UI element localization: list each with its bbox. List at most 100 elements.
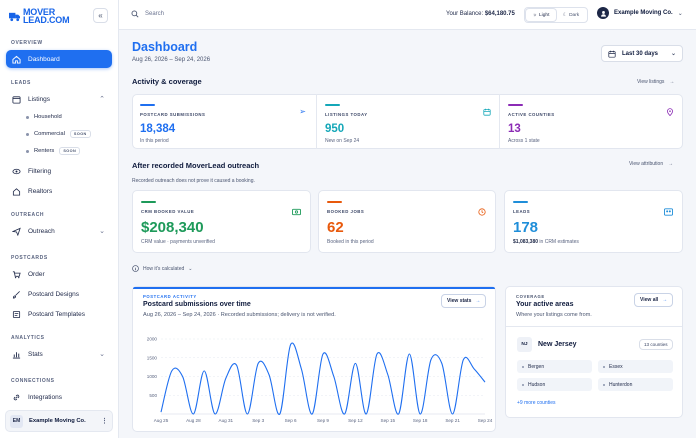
- page-title: Dashboard: [132, 40, 198, 54]
- sidebar-item-label: Postcard Designs: [28, 290, 79, 298]
- sidebar-subitem-commercial[interactable]: Commercial SOON: [26, 130, 91, 138]
- stat-sub: in CRM estimates: [539, 239, 579, 245]
- county-label: Hunterdon: [609, 381, 633, 388]
- view-listings-link[interactable]: View listings →: [637, 79, 674, 85]
- brand-logo[interactable]: MOVER LEAD.COM: [9, 7, 70, 25]
- county-chip[interactable]: Essex: [598, 360, 673, 373]
- how-calculated-toggle[interactable]: How it's calculated ⌄: [132, 265, 192, 272]
- y-tick-label: 2000: [147, 337, 158, 342]
- activity-card: [132, 94, 683, 149]
- card-title: Postcard submissions over time: [143, 301, 251, 308]
- stat-sub-amount: $1,083,380: [513, 239, 539, 245]
- county-label: Hudson: [528, 381, 546, 388]
- view-all-button[interactable]: View all →: [634, 293, 674, 307]
- sidebar-subitem-renters[interactable]: Renters SOON: [26, 147, 81, 155]
- accent-bar: [513, 201, 528, 203]
- section-connections: CONNECTIONS: [11, 378, 55, 384]
- county-count-badge: 13 counties: [639, 339, 673, 350]
- user-avatar-icon: [597, 7, 609, 19]
- theme-light-button[interactable]: ☼ Light: [526, 9, 556, 21]
- stat-label: LEADS: [513, 209, 531, 214]
- sidebar-item-filtering[interactable]: Filtering: [6, 162, 112, 180]
- brand-name-top: MOVER: [23, 7, 56, 17]
- more-counties-link[interactable]: +9 more counties: [517, 400, 556, 406]
- sidebar-user-card[interactable]: EM Example Moving Co. ⋮: [5, 410, 113, 432]
- bullet-icon: [603, 383, 605, 386]
- coverage-card: COVERAGE Your active areas Where your li…: [505, 286, 683, 418]
- x-tick-label: Aug 31: [219, 418, 234, 423]
- bullet-icon: [26, 132, 29, 136]
- view-attribution-label: View attribution: [629, 161, 664, 167]
- sidebar-item-order[interactable]: Order: [6, 265, 112, 283]
- user-menu[interactable]: Example Moving Co. ⌄: [597, 7, 683, 19]
- soon-badge: SOON: [69, 130, 91, 138]
- x-tick-label: Sep 24: [478, 418, 493, 423]
- view-stats-button[interactable]: View stats →: [441, 294, 487, 308]
- truck-icon: [9, 12, 20, 21]
- outreach-note: Recorded outreach does not prove it caus…: [132, 178, 255, 184]
- search-input[interactable]: Search: [145, 11, 165, 17]
- stat-label: POSTCARD SUBMISSIONS: [140, 112, 206, 117]
- section-overview: OVERVIEW: [11, 40, 43, 46]
- view-stats-label: View stats: [447, 298, 472, 304]
- eye-icon: [12, 168, 21, 174]
- section-analytics: ANALYTICS: [11, 335, 45, 341]
- theme-light-label: Light: [539, 12, 550, 18]
- sidebar-item-realtors[interactable]: Realtors: [6, 182, 112, 200]
- subitem-label: Commercial: [34, 131, 65, 137]
- section-leads: LEADS: [11, 80, 31, 86]
- stat-label: ACTIVE COUNTIES: [508, 112, 555, 117]
- theme-dark-button[interactable]: ☾ Dark: [556, 9, 586, 21]
- card-kicker: COVERAGE: [516, 294, 545, 299]
- period-value: Last 30 days: [622, 50, 659, 57]
- sidebar-item-label: Order: [28, 270, 45, 278]
- brand-name-bottom: LEAD.COM: [23, 15, 70, 25]
- search-bar[interactable]: Search: [131, 10, 164, 18]
- sidebar-item-dashboard[interactable]: Dashboard: [6, 50, 112, 68]
- card-kicker: POSTCARD ACTIVITY: [143, 294, 197, 299]
- period-select[interactable]: Last 30 days ⌄: [601, 45, 683, 62]
- sidebar-item-listings[interactable]: Listings ⌃: [6, 90, 112, 108]
- moon-icon: ☾: [562, 12, 568, 18]
- cart-icon: [12, 270, 21, 278]
- sidebar-item-postcard-templates[interactable]: Postcard Templates: [6, 305, 112, 323]
- sidebar-item-postcard-designs[interactable]: Postcard Designs: [6, 285, 112, 303]
- chevron-down-icon: ⌄: [677, 10, 683, 17]
- chevron-down-icon: ⌄: [670, 51, 676, 57]
- send-icon: [12, 227, 21, 236]
- collapse-sidebar-button[interactable]: «: [93, 8, 108, 23]
- sidebar-user-name: Example Moving Co.: [29, 418, 86, 424]
- sidebar-item-outreach[interactable]: Outreach ⌄: [6, 222, 112, 240]
- bar-chart-icon: [12, 351, 21, 359]
- search-icon: [131, 10, 139, 18]
- stat-label: CRM BOOKED VALUE: [141, 209, 195, 214]
- map-pin-icon: [667, 108, 673, 116]
- stat-value: $208,340: [141, 219, 204, 236]
- y-tick-label: 1000: [147, 374, 158, 379]
- stat-sub-line: $1,083,380 in CRM estimates: [513, 239, 674, 245]
- more-vertical-icon[interactable]: ⋮: [101, 418, 108, 425]
- accent-bar: [327, 201, 342, 203]
- stat-postcard-submissions: POSTCARD SUBMISSIONS 18,384 In this peri…: [132, 94, 315, 148]
- county-chip[interactable]: Hudson: [517, 378, 592, 391]
- view-listings-label: View listings: [637, 79, 665, 85]
- state-name[interactable]: New Jersey: [538, 341, 577, 348]
- sidebar-subitem-household[interactable]: Household: [26, 114, 62, 120]
- x-tick-label: Sep 12: [348, 418, 363, 423]
- balance: Your Balance: $64,180.75: [446, 11, 515, 17]
- county-chip[interactable]: Bergen: [517, 360, 592, 373]
- view-attribution-link[interactable]: View attribution →: [629, 161, 673, 167]
- sidebar-item-integrations[interactable]: Integrations: [6, 388, 112, 406]
- list-icon: [12, 95, 21, 104]
- section-postcards: POSTCARDS: [11, 255, 48, 261]
- state-code-badge: NJ: [517, 337, 532, 352]
- link-icon: [13, 394, 20, 400]
- y-tick-label: 500: [149, 393, 157, 398]
- county-chip[interactable]: Hunterdon: [598, 378, 673, 391]
- sidebar-item-stats[interactable]: Stats ⌄: [6, 345, 112, 363]
- stat-value: 950: [325, 123, 345, 135]
- bullet-icon: [26, 115, 29, 119]
- calendar-icon: [608, 50, 616, 58]
- stat-active-counties: ACTIVE COUNTIES 13 Across 1 state: [500, 94, 683, 148]
- county-label: Essex: [609, 363, 623, 370]
